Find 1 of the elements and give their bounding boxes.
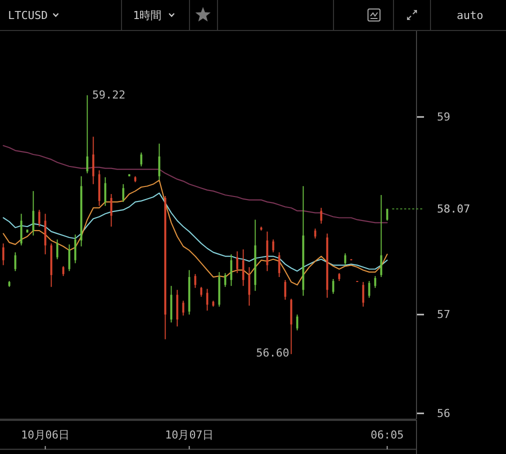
title: LTCUSD	[8, 9, 48, 22]
